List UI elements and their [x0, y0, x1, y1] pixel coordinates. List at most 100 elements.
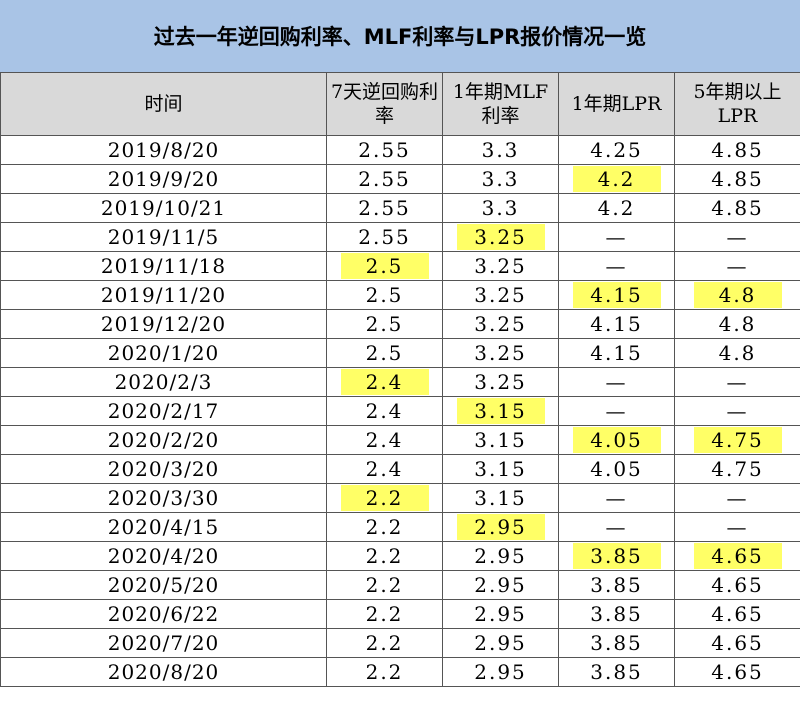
lpr-1y-cell: 4.15	[558, 338, 675, 368]
mlf-cell: 2.95	[442, 512, 559, 542]
value: 2.95	[474, 544, 527, 568]
highlighted-value: 4.8	[693, 282, 782, 308]
lpr-5y-cell: 4.65	[674, 628, 800, 658]
lpr-5y-cell: 4.75	[674, 425, 800, 455]
reverse-repo-cell: 2.4	[326, 454, 443, 484]
reverse-repo-cell: 2.5	[326, 251, 443, 281]
mlf-cell: 2.95	[442, 599, 559, 629]
lpr-1y-cell: —	[558, 396, 675, 426]
highlighted-value: 4.65	[693, 543, 782, 569]
date-cell: 2019/11/20	[0, 280, 327, 310]
value: 4.85	[711, 167, 764, 191]
lpr-5y-cell: 4.85	[674, 164, 800, 194]
value: —	[726, 254, 749, 278]
value: 2.55	[358, 225, 411, 249]
reverse-repo-cell: 2.5	[326, 280, 443, 310]
date-cell: 2019/12/20	[0, 309, 327, 339]
highlighted-value: 2.5	[340, 253, 429, 279]
value: —	[605, 486, 628, 510]
value: —	[605, 370, 628, 394]
lpr-5y-cell: —	[674, 483, 800, 513]
value: 3.25	[474, 312, 527, 336]
value: 3.3	[481, 196, 520, 220]
value: 3.3	[481, 167, 520, 191]
rate-table: 时间 7天逆回购利率 1年期MLF利率 1年期LPR 5年期以上LPR 2019…	[0, 72, 800, 687]
reverse-repo-cell: 2.2	[326, 512, 443, 542]
lpr-1y-cell: —	[558, 483, 675, 513]
table-row: 2020/6/22 2.2 2.95 3.85 4.65	[0, 599, 800, 629]
lpr-5y-cell: 4.65	[674, 541, 800, 571]
highlighted-value: 3.85	[572, 543, 661, 569]
value: —	[726, 399, 749, 423]
date-cell: 2019/9/20	[0, 164, 327, 194]
value: —	[726, 515, 749, 539]
mlf-cell: 3.25	[442, 280, 559, 310]
header-lpr-5y: 5年期以上LPR	[674, 72, 800, 136]
header-row: 时间 7天逆回购利率 1年期MLF利率 1年期LPR 5年期以上LPR	[0, 72, 800, 136]
value: 4.8	[718, 341, 757, 365]
value: 3.85	[590, 660, 643, 684]
table-row: 2020/2/20 2.4 3.15 4.05 4.75	[0, 425, 800, 455]
table-row: 2020/4/15 2.2 2.95 — —	[0, 512, 800, 542]
lpr-5y-cell: 4.65	[674, 570, 800, 600]
lpr-1y-cell: 3.85	[558, 599, 675, 629]
lpr-5y-cell: —	[674, 367, 800, 397]
value: 4.65	[711, 631, 764, 655]
date-cell: 2020/4/15	[0, 512, 327, 542]
value: 2.5	[365, 283, 404, 307]
value: 2.2	[365, 602, 404, 626]
mlf-cell: 3.25	[442, 251, 559, 281]
value: —	[605, 399, 628, 423]
value: 3.85	[590, 573, 643, 597]
value: 4.65	[711, 573, 764, 597]
value: 2.55	[358, 138, 411, 162]
value: 2.2	[365, 515, 404, 539]
mlf-cell: 2.95	[442, 628, 559, 658]
date-cell: 2020/5/20	[0, 570, 327, 600]
highlighted-value: 4.15	[572, 282, 661, 308]
lpr-1y-cell: —	[558, 512, 675, 542]
date-cell: 2020/1/20	[0, 338, 327, 368]
reverse-repo-cell: 2.4	[326, 425, 443, 455]
value: 4.8	[718, 312, 757, 336]
value: 2.5	[365, 312, 404, 336]
value: 2.2	[365, 544, 404, 568]
value: 2.95	[474, 660, 527, 684]
highlighted-value: 3.25	[456, 224, 545, 250]
mlf-cell: 3.3	[442, 164, 559, 194]
mlf-cell: 3.25	[442, 222, 559, 252]
date-cell: 2020/2/3	[0, 367, 327, 397]
value: 2.2	[365, 660, 404, 684]
reverse-repo-cell: 2.2	[326, 628, 443, 658]
lpr-5y-cell: 4.8	[674, 280, 800, 310]
value: 3.85	[590, 631, 643, 655]
highlighted-value: 2.4	[340, 369, 429, 395]
lpr-1y-cell: 3.85	[558, 628, 675, 658]
lpr-5y-cell: —	[674, 396, 800, 426]
date-cell: 2020/2/17	[0, 396, 327, 426]
value: —	[605, 254, 628, 278]
table-row: 2019/10/21 2.55 3.3 4.2 4.85	[0, 193, 800, 223]
value: 4.25	[590, 138, 643, 162]
mlf-cell: 3.25	[442, 367, 559, 397]
table-row: 2019/11/20 2.5 3.25 4.15 4.8	[0, 280, 800, 310]
value: 3.15	[474, 428, 527, 452]
lpr-5y-cell: 4.75	[674, 454, 800, 484]
value: 2.95	[474, 573, 527, 597]
lpr-1y-cell: 4.25	[558, 135, 675, 165]
lpr-5y-cell: 4.65	[674, 657, 800, 687]
highlighted-value: 2.2	[340, 485, 429, 511]
value: —	[605, 515, 628, 539]
mlf-cell: 3.15	[442, 425, 559, 455]
date-cell: 2020/6/22	[0, 599, 327, 629]
value: 2.55	[358, 196, 411, 220]
value: —	[605, 225, 628, 249]
table-row: 2020/3/20 2.4 3.15 4.05 4.75	[0, 454, 800, 484]
value: 4.75	[711, 457, 764, 481]
header-reverse-repo: 7天逆回购利率	[326, 72, 443, 136]
value: 2.95	[474, 602, 527, 626]
lpr-1y-cell: 4.05	[558, 425, 675, 455]
value: 4.65	[711, 602, 764, 626]
table-title: 过去一年逆回购利率、MLF利率与LPR报价情况一览	[0, 0, 800, 73]
lpr-5y-cell: 4.85	[674, 135, 800, 165]
